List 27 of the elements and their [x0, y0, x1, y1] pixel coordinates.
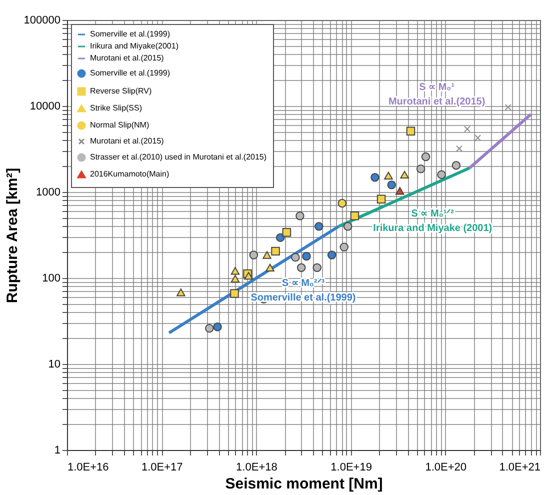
y-tick-label: 1 [54, 444, 60, 456]
y-tick-label: 10 [48, 358, 60, 370]
legend-label: Irikura and Miyake(2001) [90, 42, 179, 50]
y-tick-label: 100 [42, 272, 60, 284]
x-tick-label: 1.0E+20 [425, 462, 467, 474]
x-tick-label: 1.0E+17 [141, 462, 183, 474]
x-tick-label: 1.0E+18 [236, 462, 278, 474]
annotation: Irikura and Miyake (2001) [373, 223, 492, 234]
legend-label: Murotani et al.(2015) [90, 136, 164, 146]
legend-label: 2016Kumamoto(Main) [90, 170, 170, 178]
y-axis-title: Rupture Area [km²] [4, 168, 21, 304]
annotation: S ∝ M₀¹ᐟ² [411, 208, 455, 220]
x-axis-title: Seismic moment [Nm] [225, 476, 383, 492]
annotation: S ∝ M₀²ᐟ³ [282, 278, 326, 289]
y-tick-label: 100000 [24, 14, 60, 26]
legend-label: Somerville et al.(1999) [90, 68, 170, 78]
x-tick-label: 1.0E+19 [330, 462, 372, 474]
y-tick-label: 1000 [36, 186, 60, 198]
x-tick-label: 1.0E+21 [499, 462, 540, 474]
y-tick-label: 10000 [30, 100, 60, 112]
x-tick-label: 1.0E+16 [68, 462, 109, 474]
legend-label: Somerville et al.(1999) [90, 30, 170, 38]
legend-label: Normal Slip(NM) [90, 120, 150, 130]
legend-label: Murotani et al.(2015) [90, 54, 164, 62]
legend-label: Strasser et al.(2010) used in Murotani et al.(2015) [90, 152, 267, 162]
legend-label: Reverse Slip(RV) [90, 86, 152, 96]
legend-label: Strike Slip(SS) [90, 104, 142, 112]
